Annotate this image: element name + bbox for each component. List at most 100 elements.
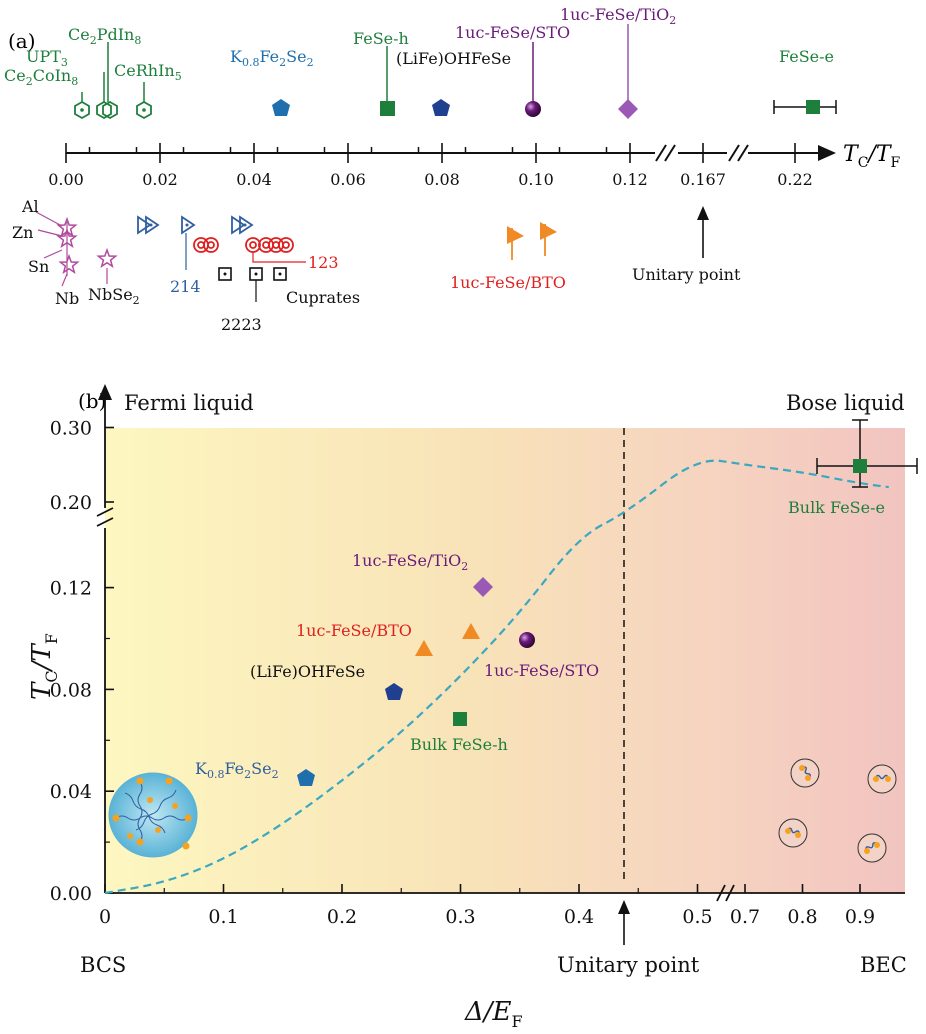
- label-fese-tio2-a: 1uc-FeSe/TiO2: [560, 5, 676, 27]
- panel-b-x-tick-label: 0.4: [564, 906, 594, 928]
- fese-e-marker-a: [773, 100, 837, 114]
- panel-b-x-tick-label: 0.5: [682, 906, 712, 928]
- label-cerhin5: CeRhIn5: [114, 61, 182, 83]
- k08fe2se2-marker-b: [297, 769, 315, 786]
- unitary-arrowhead-b: [618, 900, 630, 914]
- panel-b-y-tick-label: 0.08: [50, 679, 92, 701]
- label-lifeohfese-a: (LiFe)OHFeSe: [396, 49, 511, 68]
- bcs-label: BCS: [80, 953, 126, 977]
- fese-tio2-marker-b: [473, 577, 493, 597]
- panel-b-y-tick-label: 0.20: [50, 492, 92, 514]
- panel-b-x-tick-label: 0.7: [730, 906, 760, 928]
- fese-h-marker-b: [453, 712, 467, 726]
- label-unitary-a: Unitary point: [632, 265, 741, 284]
- k08fe2se2-marker-a: [272, 99, 290, 116]
- cuprate-123-markers: [193, 237, 294, 253]
- panel-a-axis-break-2: [728, 144, 749, 162]
- label-2223: 2223: [221, 315, 262, 334]
- cerhin5-marker: [136, 82, 152, 120]
- crossover-background: [105, 428, 905, 893]
- panel-b-ticks: 0.00 0.04 0.08 0.12 0.20 0.30 0 0.1 0.2 0.3 0.4 0.5…: [50, 418, 875, 929]
- label-sn: Sn: [28, 257, 49, 276]
- fese-h-marker-a: [380, 101, 395, 116]
- label-fese-e-b: Bulk FeSe-e: [788, 498, 885, 517]
- panel-a-label: (a): [8, 29, 36, 53]
- label-ce2pdin8: Ce2PdIn8: [68, 25, 141, 47]
- fese-sto-marker-b: [519, 632, 535, 648]
- fese-sto-marker-a: [525, 101, 541, 117]
- panel-a-ticks: 0.00 0.02 0.04 0.06 0.08 0.10 0.12 0.167 0.22: [48, 143, 813, 189]
- label-nbse2: NbSe2: [88, 285, 140, 307]
- label-214: 214: [170, 277, 201, 296]
- fese-bto-marker-b2: [462, 623, 480, 639]
- label-fese-tio2-b: 1uc-FeSe/TiO2: [352, 551, 468, 573]
- label-zn: Zn: [12, 223, 33, 242]
- panel-b-x-tick-label: 0.9: [845, 906, 875, 928]
- panel-b-y-tick-label: 0.30: [50, 418, 92, 440]
- panel-b-x-tick-label: 0.1: [208, 906, 238, 928]
- nbse2-star-marker: [97, 249, 117, 268]
- lifeohfese-marker-b: [385, 683, 403, 700]
- label-upt3: UPT3: [26, 47, 68, 69]
- panel-a-tick-label: 0.00: [48, 170, 84, 189]
- panel-b: (b) 0.000.040.080.120.200.300 0.1 0.2 0.3 0.…: [27, 384, 918, 1031]
- panel-a-tick-label: 0.02: [142, 170, 178, 189]
- panel-b-y-arrow: [98, 384, 112, 400]
- label-fese-h-a: FeSe-h: [353, 29, 409, 48]
- cuprate-123-leader: [252, 252, 306, 263]
- panel-a-tick-label: 0.12: [612, 170, 648, 189]
- bec-molecules-illustration: [778, 758, 897, 863]
- cuprate-square-dots: [223, 272, 282, 276]
- panel-a-axis-title: TC/TF: [843, 142, 901, 171]
- label-nb: Nb: [55, 289, 79, 308]
- label-k08fe2se2-a: K0.8Fe2Se2: [230, 47, 314, 69]
- panel-a-tick-label: 0.08: [424, 170, 460, 189]
- panel-b-x-tick-label: 0.2: [327, 906, 357, 928]
- panel-a-axis-arrow: [818, 145, 836, 161]
- panel-a-axis-break-1: [655, 144, 676, 162]
- ce2pdin8-marker: [102, 42, 118, 120]
- panel-b-x-axis-break: [716, 884, 735, 902]
- lifeohfese-marker-a: [432, 99, 450, 116]
- cuprate-square-markers: [218, 267, 287, 281]
- label-fese-bto-a: 1uc-FeSe/BTO: [450, 273, 566, 292]
- unitary-arrowhead-a: [697, 206, 709, 220]
- crossover-curve: [104, 459, 889, 895]
- label-cuprates: Cuprates: [286, 288, 360, 307]
- al-leader: [35, 211, 63, 227]
- panel-b-y-axis-break: [96, 507, 114, 527]
- ce2coin8-marker: [74, 92, 90, 120]
- fermi-liquid-label: Fermi liquid: [124, 391, 254, 415]
- cuprate-214-dots: [149, 223, 247, 227]
- upt3-marker: [96, 72, 112, 120]
- bec-label: BEC: [860, 953, 907, 977]
- panel-a-tick-label: 0.22: [777, 170, 813, 189]
- panel-a-tick-label: 0.10: [518, 170, 554, 189]
- panel-b-y-title: TC/TF: [27, 633, 61, 700]
- label-fese-sto-b: 1uc-FeSe/STO: [484, 661, 599, 680]
- label-fese-h-b: Bulk FeSe-h: [410, 735, 508, 754]
- panel-a: (a) 0.00 0.02 0.04 0.06 0.08 0.10 0.12 0.167 0.2…: [4, 5, 901, 334]
- panel-a-tick-label: 0.06: [330, 170, 366, 189]
- panel-b-y-tick-label: 0.04: [50, 781, 92, 803]
- nb-leader: [61, 273, 68, 287]
- unitary-point-label-b: Unitary point: [557, 953, 700, 977]
- zn-leader: [37, 229, 63, 237]
- panel-b-y-tick-label: 0.00: [50, 883, 92, 905]
- bose-liquid-label: Bose liquid: [786, 391, 905, 415]
- label-fese-e-a: FeSe-e: [779, 47, 834, 66]
- panel-b-y-tick-label: 0.12: [50, 578, 92, 600]
- bcs-cooper-pair-illustration: [108, 772, 198, 858]
- panel-a-tick-label: 0.167: [680, 170, 726, 189]
- panel-a-tick-label: 0.04: [236, 170, 272, 189]
- label-fese-sto-a: 1uc-FeSe/STO: [455, 23, 570, 42]
- label-123: 123: [308, 253, 339, 272]
- fese-e-marker-b: [816, 419, 918, 488]
- panel-b-x-title: Δ/EF: [464, 997, 523, 1031]
- panel-b-x-tick-label: 0.8: [787, 906, 817, 928]
- bto-flag-markers: [507, 222, 557, 260]
- label-al: Al: [21, 197, 39, 216]
- fese-bto-marker-b1: [415, 640, 433, 656]
